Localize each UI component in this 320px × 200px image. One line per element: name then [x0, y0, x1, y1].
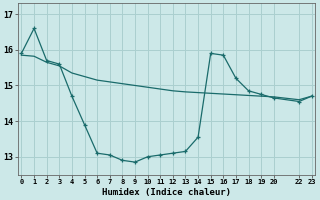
X-axis label: Humidex (Indice chaleur): Humidex (Indice chaleur): [102, 188, 231, 197]
